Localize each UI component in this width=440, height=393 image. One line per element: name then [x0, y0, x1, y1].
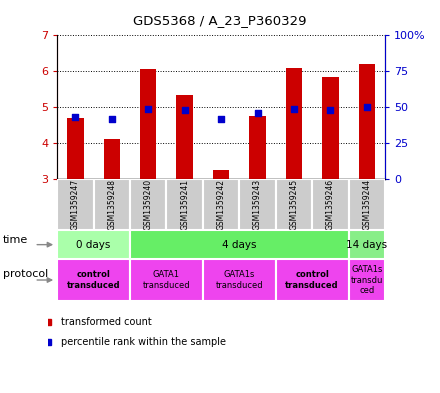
Bar — [203, 259, 276, 301]
Bar — [176, 95, 193, 179]
Text: time: time — [3, 235, 28, 245]
Text: protocol: protocol — [3, 269, 48, 279]
Text: 0 days: 0 days — [77, 240, 111, 250]
Bar — [286, 68, 302, 179]
Bar — [359, 64, 375, 179]
Point — [218, 116, 225, 122]
Text: GATA1
transduced: GATA1 transduced — [143, 270, 190, 290]
Text: 4 days: 4 days — [222, 240, 257, 250]
Text: 14 days: 14 days — [346, 240, 387, 250]
Point — [145, 105, 152, 112]
Bar — [57, 179, 94, 230]
Point — [254, 110, 261, 116]
Text: GSM1359243: GSM1359243 — [253, 179, 262, 230]
Bar — [348, 230, 385, 259]
Text: GSM1359247: GSM1359247 — [71, 179, 80, 230]
Bar — [166, 179, 203, 230]
Text: GSM1359246: GSM1359246 — [326, 179, 335, 230]
Text: GATA1s
transduced: GATA1s transduced — [216, 270, 263, 290]
Point — [72, 114, 79, 120]
Bar — [249, 116, 266, 179]
Text: percentile rank within the sample: percentile rank within the sample — [61, 337, 226, 347]
Point — [327, 107, 334, 113]
Text: GSM1359244: GSM1359244 — [362, 179, 371, 230]
Bar — [104, 140, 120, 179]
Point — [290, 105, 297, 112]
Bar — [57, 230, 130, 259]
Point — [181, 107, 188, 113]
Text: transformed count: transformed count — [61, 317, 151, 327]
Bar — [276, 259, 348, 301]
Bar — [203, 179, 239, 230]
Bar — [276, 179, 312, 230]
Text: GATA1s
transdu
ced: GATA1s transdu ced — [351, 265, 383, 295]
Bar — [348, 259, 385, 301]
Bar — [130, 179, 166, 230]
Text: control
transduced: control transduced — [286, 270, 339, 290]
Point — [363, 104, 370, 110]
Bar — [130, 259, 203, 301]
Bar — [348, 179, 385, 230]
Text: GSM1359248: GSM1359248 — [107, 179, 116, 230]
Text: control
transduced: control transduced — [67, 270, 121, 290]
Text: GSM1359241: GSM1359241 — [180, 179, 189, 230]
Text: GDS5368 / A_23_P360329: GDS5368 / A_23_P360329 — [133, 14, 307, 27]
Bar — [140, 70, 157, 179]
Bar — [57, 259, 130, 301]
Bar — [322, 77, 338, 179]
Bar — [213, 170, 229, 179]
Text: GSM1359245: GSM1359245 — [290, 179, 298, 230]
Text: GSM1359242: GSM1359242 — [216, 179, 226, 230]
Text: GSM1359240: GSM1359240 — [144, 179, 153, 230]
Bar — [130, 230, 348, 259]
Bar — [239, 179, 276, 230]
Bar — [312, 179, 348, 230]
Bar — [67, 118, 84, 179]
Bar — [94, 179, 130, 230]
Point — [108, 116, 115, 122]
